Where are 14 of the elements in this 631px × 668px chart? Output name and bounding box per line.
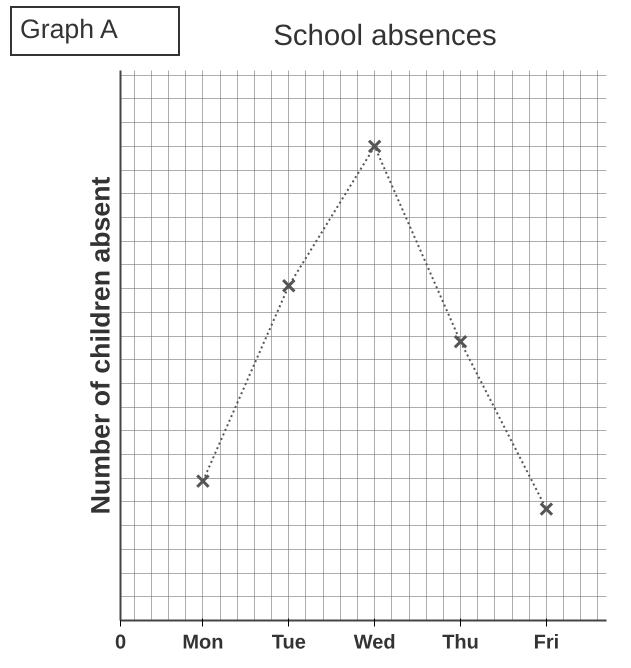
point <box>368 139 382 154</box>
point <box>196 474 210 488</box>
chart-title: School absences <box>273 18 497 54</box>
x-tick-label: Thu <box>442 632 479 654</box>
text: Graph A <box>20 13 118 46</box>
x-tick-label: Tue <box>272 632 306 654</box>
point <box>539 502 554 516</box>
x-tick-label: Wed <box>354 632 396 654</box>
text: 0 <box>114 632 126 654</box>
point <box>453 334 468 349</box>
point <box>282 278 296 293</box>
x-tick-label: Mon <box>182 632 224 654</box>
y-axis-title: Number of children absent <box>86 176 116 514</box>
x-tick-label: Fri <box>534 632 560 654</box>
